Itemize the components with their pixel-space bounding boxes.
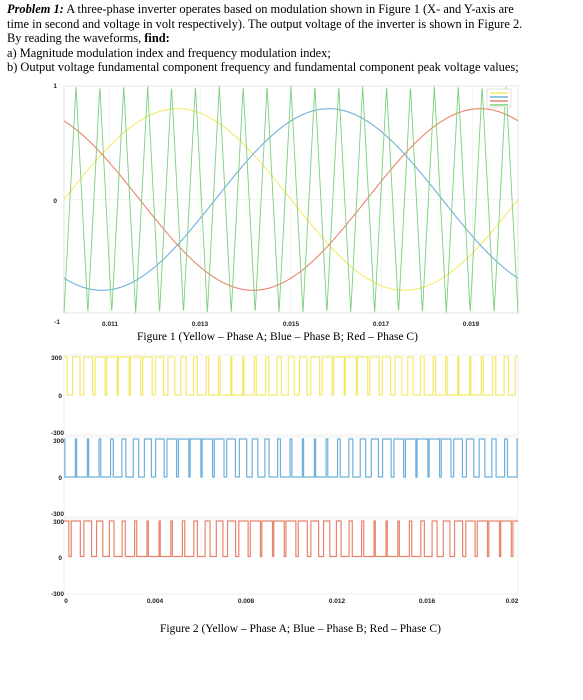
f1-y-tick-0: 0 (53, 198, 57, 205)
problem-line-3-text: By reading the waveforms, (7, 31, 145, 46)
figure-1-chart: 1 0 -1 0.011 0.013 0.015 0.017 0.019 (53, 83, 519, 328)
figure-1-legend (486, 88, 512, 108)
f1-series-phase-c (63, 108, 519, 291)
f2-a-tick-neg300: -300 (51, 430, 64, 437)
f2-c-tick-0: 0 (58, 555, 62, 562)
figure-1-caption: Figure 1 (Yellow – Phase A; Blue – Phase… (137, 331, 418, 343)
problem-line-1: Problem 1: A three-phase inverter operat… (7, 2, 579, 17)
f2-b-tick-0: 0 (58, 475, 62, 482)
f1-series-carrier (63, 85, 519, 314)
question-b: b) Output voltage fundamental component … (7, 60, 519, 75)
f2-x-tick-002: 0.02 (506, 598, 519, 605)
f2-series-phase-a (64, 356, 518, 396)
problem-lead: Problem 1: (7, 2, 64, 16)
f2-x-tick-0: 0 (64, 598, 68, 605)
problem-line-1-text: A three-phase inverter operates based on… (63, 2, 514, 16)
f2-a-tick-0: 0 (58, 393, 62, 400)
f1-y-tick-neg1: -1 (54, 319, 60, 326)
f2-b-tick-neg300: -300 (51, 511, 64, 518)
problem-line-3: By reading the waveforms, find: (7, 31, 579, 46)
f1-x-tick-0011: 0.011 (102, 321, 118, 328)
f2-c-tick-300: 300 (53, 519, 64, 526)
f1-series-phase-a (63, 108, 519, 291)
f2-x-tick-0008: 0.008 (238, 598, 255, 605)
f1-x-tick-0013: 0.013 (192, 321, 209, 328)
f1-y-tick-1: 1 (53, 83, 57, 90)
figure-2-chart: 300 0 -300 300 0 -300 300 0 -300 0 0.004… (51, 354, 519, 605)
problem-find: find: (144, 31, 170, 46)
figure-2-series (64, 356, 518, 558)
f1-x-tick-0019: 0.019 (463, 321, 480, 328)
problem-line-2: time in second and voltage in volt respe… (7, 16, 523, 31)
f2-series-phase-b (64, 438, 518, 478)
f1-x-tick-0017: 0.017 (373, 321, 390, 328)
f2-series-phase-c (64, 520, 518, 558)
f2-c-tick-neg300: -300 (51, 591, 64, 598)
problem-statement: Problem 1: A three-phase inverter operat… (7, 2, 579, 75)
figure-1-series (63, 85, 519, 314)
f2-x-tick-0004: 0.004 (147, 598, 164, 605)
question-a: a) Magnitude modulation index and freque… (7, 45, 331, 60)
f2-x-tick-0012: 0.012 (329, 598, 346, 605)
f2-a-tick-300: 300 (51, 355, 62, 362)
f2-b-tick-300: 300 (53, 438, 64, 445)
f1-x-tick-0015: 0.015 (283, 321, 300, 328)
f1-series-phase-b (63, 108, 519, 291)
f2-x-tick-0016: 0.016 (419, 598, 436, 605)
figure-2-caption: Figure 2 (Yellow – Phase A; Blue – Phase… (160, 623, 441, 635)
